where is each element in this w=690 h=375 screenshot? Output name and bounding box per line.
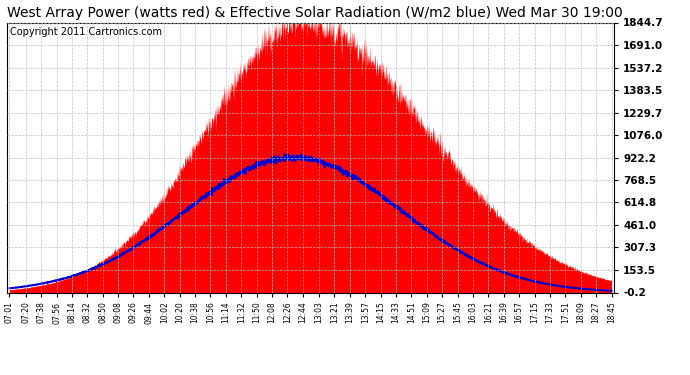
Text: Copyright 2011 Cartronics.com: Copyright 2011 Cartronics.com xyxy=(10,27,162,36)
Text: West Array Power (watts red) & Effective Solar Radiation (W/m2 blue) Wed Mar 30 : West Array Power (watts red) & Effective… xyxy=(7,6,622,20)
